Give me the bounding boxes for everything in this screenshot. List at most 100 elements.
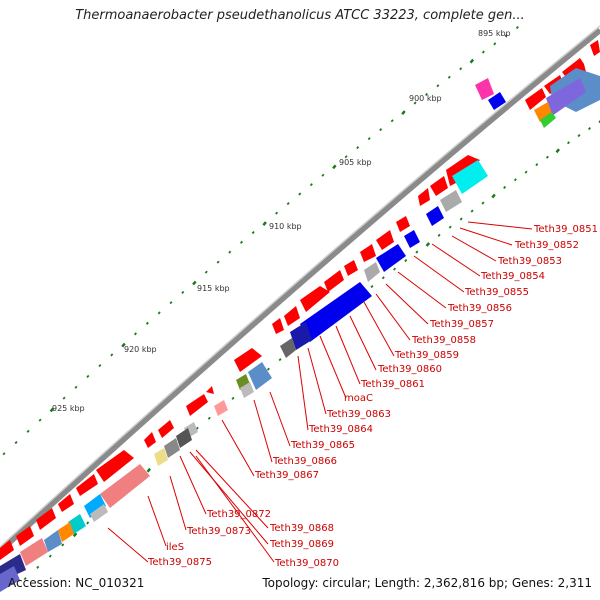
gene-label[interactable]: Teth39_0852 bbox=[514, 240, 579, 251]
gene-arrow[interactable] bbox=[300, 286, 330, 312]
gene-label[interactable]: Teth39_0859 bbox=[394, 350, 459, 361]
gene-label[interactable]: Teth39_0870 bbox=[274, 558, 339, 569]
gene-label[interactable]: Teth39_0875 bbox=[147, 557, 212, 568]
scale-dot bbox=[169, 301, 173, 305]
leader-lines bbox=[107, 221, 533, 563]
gene-arrow[interactable] bbox=[360, 244, 376, 262]
gene-arrow[interactable] bbox=[186, 394, 208, 416]
gene-arrow[interactable] bbox=[376, 230, 394, 250]
gene-label[interactable]: Teth39_0853 bbox=[497, 256, 562, 267]
gene-block[interactable] bbox=[280, 338, 296, 358]
gene-arrow[interactable] bbox=[234, 348, 262, 372]
tick-labels: 895 kbp 900 kbp 905 kbp 910 kbp 915 kbp … bbox=[52, 29, 511, 413]
scale-dot bbox=[545, 155, 549, 159]
gene-block[interactable] bbox=[176, 428, 192, 448]
gene-label[interactable]: Teth39_0865 bbox=[290, 440, 355, 451]
gene-block[interactable] bbox=[0, 566, 20, 592]
gene-label[interactable]: Teth39_0864 bbox=[308, 424, 373, 435]
gene-block[interactable] bbox=[84, 494, 106, 518]
tick-label: 895 kbp bbox=[478, 29, 511, 38]
gene-block[interactable] bbox=[404, 230, 420, 248]
gene-label[interactable]: Teth39_0872 bbox=[206, 509, 271, 520]
tick-label: 900 kbp bbox=[409, 94, 442, 103]
gene-label[interactable]: Teth39_0860 bbox=[377, 364, 442, 375]
gene-block[interactable] bbox=[300, 282, 372, 342]
leader-line bbox=[189, 451, 269, 545]
gene-arrow[interactable] bbox=[36, 508, 56, 530]
gene-block[interactable] bbox=[546, 78, 586, 116]
gene-block[interactable] bbox=[164, 438, 180, 458]
gene-label[interactable]: Teth39_0873 bbox=[186, 526, 251, 537]
gene-label[interactable]: Teth39_0854 bbox=[480, 271, 545, 282]
gene-labels: Teth39_0851 Teth39_0852 Teth39_0853 Teth… bbox=[147, 224, 598, 569]
gene-label[interactable]: ileS bbox=[166, 542, 184, 553]
gene-arrow[interactable] bbox=[0, 540, 14, 560]
gene-arrow[interactable] bbox=[344, 260, 358, 276]
gene-block[interactable] bbox=[364, 262, 380, 282]
gene-arrow[interactable] bbox=[525, 88, 546, 110]
gene-label[interactable]: Teth39_0869 bbox=[269, 539, 334, 550]
gene-block[interactable] bbox=[540, 112, 556, 128]
gene-block[interactable] bbox=[44, 530, 62, 552]
scale-dot bbox=[469, 58, 475, 64]
scale-dot bbox=[36, 565, 40, 569]
scale-dot bbox=[437, 233, 441, 237]
scale-dot bbox=[23, 577, 27, 581]
leader-line bbox=[147, 495, 167, 547]
scale-dot bbox=[239, 240, 243, 244]
scale-dot bbox=[379, 128, 383, 132]
gene-label[interactable]: Teth39_0856 bbox=[447, 303, 512, 314]
scale-dot bbox=[481, 201, 485, 205]
gene-block[interactable] bbox=[154, 448, 168, 466]
gene-label[interactable]: Teth39_0863 bbox=[326, 409, 391, 420]
gene-arrow[interactable] bbox=[396, 216, 410, 232]
gene-label[interactable]: Teth39_0866 bbox=[272, 456, 337, 467]
gene-block[interactable] bbox=[488, 92, 506, 110]
gene-arrow[interactable] bbox=[590, 40, 600, 56]
gene-block[interactable] bbox=[376, 244, 406, 272]
gene-block[interactable] bbox=[426, 206, 444, 226]
gene-arrow[interactable] bbox=[430, 176, 448, 196]
topology-label: Topology: circular; Length: 2,362,816 bp… bbox=[262, 576, 592, 590]
gene-block[interactable] bbox=[90, 504, 108, 522]
gene-block[interactable] bbox=[214, 400, 228, 416]
leader-line bbox=[221, 419, 255, 477]
gene-block[interactable] bbox=[248, 362, 272, 390]
gene-arrow[interactable] bbox=[96, 450, 134, 482]
gene-label[interactable]: Teth39_0857 bbox=[429, 319, 494, 330]
gene-block[interactable] bbox=[440, 190, 462, 212]
gene-block[interactable] bbox=[240, 382, 254, 398]
scale-dot bbox=[415, 250, 419, 254]
gene-block[interactable] bbox=[475, 78, 494, 100]
scale-dot bbox=[470, 209, 474, 213]
gene-block[interactable] bbox=[58, 522, 74, 542]
gene-arrow[interactable] bbox=[144, 432, 156, 448]
gene-label[interactable]: Teth39_0867 bbox=[254, 470, 319, 481]
gene-arrow[interactable] bbox=[58, 494, 74, 512]
gene-arrow[interactable] bbox=[284, 306, 300, 326]
gene-arrow[interactable] bbox=[158, 420, 174, 438]
gene-label[interactable]: Teth39_0861 bbox=[360, 379, 425, 390]
gene-label[interactable]: Teth39_0851 bbox=[533, 224, 598, 235]
gene-arrow[interactable] bbox=[272, 318, 284, 334]
gene-arrow[interactable] bbox=[418, 188, 430, 206]
gene-block[interactable] bbox=[290, 322, 312, 350]
gene-label[interactable]: Teth39_0858 bbox=[411, 335, 476, 346]
scale-dot bbox=[524, 170, 528, 174]
gene-arrow[interactable] bbox=[16, 526, 34, 546]
scale-dot bbox=[228, 250, 232, 254]
gene-label[interactable]: Teth39_0855 bbox=[464, 287, 529, 298]
scale-dot bbox=[48, 554, 52, 558]
gene-block[interactable] bbox=[68, 514, 86, 534]
gene-arrow[interactable] bbox=[324, 270, 344, 292]
gene-arrow[interactable] bbox=[76, 474, 98, 496]
gene-label[interactable]: moaC bbox=[344, 393, 373, 404]
gene-block[interactable] bbox=[20, 538, 48, 566]
scale-dot bbox=[535, 163, 539, 167]
gene-block[interactable] bbox=[452, 160, 488, 194]
gene-label[interactable]: Teth39_0868 bbox=[269, 523, 334, 534]
gene-block[interactable] bbox=[100, 464, 150, 508]
scale-dot bbox=[74, 385, 78, 389]
scale-dot bbox=[192, 280, 197, 286]
gene-arrow[interactable] bbox=[206, 386, 214, 394]
